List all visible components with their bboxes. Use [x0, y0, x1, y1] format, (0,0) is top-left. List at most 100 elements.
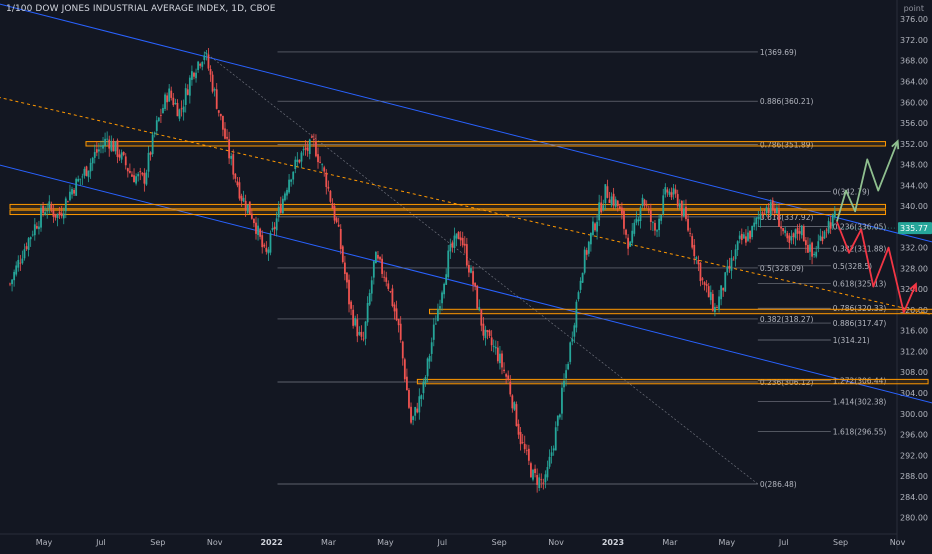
candle-body — [137, 173, 140, 177]
candle-body — [406, 376, 408, 391]
candle-body — [114, 141, 117, 152]
candle-body — [420, 395, 423, 399]
candle-body — [807, 244, 809, 253]
candle-body — [153, 132, 156, 135]
fib-level-label: 0.886(360.21) — [760, 97, 814, 106]
candle-body — [718, 296, 720, 310]
candle-body — [672, 188, 675, 195]
candle-body — [740, 233, 743, 241]
candle-body — [60, 213, 63, 217]
candle-body — [833, 211, 836, 218]
candle-body — [46, 210, 49, 212]
candle-body — [817, 241, 820, 249]
candle-body — [308, 139, 311, 154]
candle-body — [188, 77, 191, 96]
candle-body — [668, 191, 671, 195]
candle-body — [381, 258, 383, 274]
candle-body — [267, 249, 270, 254]
candle-body — [790, 236, 793, 241]
candle-body — [457, 231, 460, 240]
candle-body — [732, 259, 735, 261]
x-tick-label: Sep — [492, 538, 507, 547]
candle-body — [257, 225, 259, 236]
candle-body — [616, 200, 619, 206]
fib-retracement-1: 1(369.69) 0.886(360.21) 0.786(351.89) 0.618… — [277, 48, 814, 489]
candle-body — [348, 279, 350, 305]
y-tick-label: 280.00 — [900, 514, 928, 523]
candle-body — [749, 230, 751, 239]
candle-body — [829, 222, 832, 229]
candle-body — [755, 217, 758, 225]
candle-body — [633, 222, 636, 234]
fib-level-label: 1(314.21) — [833, 336, 870, 345]
candle-body — [410, 406, 412, 423]
candle-body — [164, 94, 166, 109]
candle-body — [232, 154, 235, 175]
candle-body — [499, 353, 501, 364]
candle-body — [647, 208, 650, 210]
x-tick-label: Nov — [548, 538, 564, 547]
candle-body — [85, 166, 88, 176]
candle-body — [476, 285, 479, 309]
price-axis: 280.00 284.00 288.00 292.00 296.00 300.00 304.… — [896, 0, 928, 550]
candle-body — [800, 225, 803, 236]
candle-body — [796, 227, 799, 234]
candle-body — [618, 206, 621, 209]
candle-body — [162, 107, 164, 114]
x-tick-label: Sep — [833, 538, 848, 547]
x-tick-label: Mar — [662, 538, 678, 547]
candle-body — [503, 369, 505, 372]
candle-body — [31, 234, 34, 236]
y-tick-label: 292.00 — [900, 451, 928, 460]
candle-body — [726, 266, 729, 273]
candle-body — [666, 189, 669, 193]
support-resistance-zone — [416, 378, 929, 385]
candle-body — [558, 414, 561, 418]
candle-body — [507, 375, 510, 381]
candle-body — [403, 359, 406, 380]
candle-body — [680, 200, 683, 216]
candle-body — [271, 228, 274, 231]
candle-body — [813, 253, 816, 256]
candle-body — [525, 450, 528, 452]
candle-body — [91, 157, 94, 164]
candle-body — [95, 149, 98, 153]
candle-body — [569, 342, 572, 362]
candle-body — [705, 284, 708, 286]
candle-body — [695, 257, 698, 260]
y-tick-label: 360.00 — [900, 98, 928, 107]
candle-body — [701, 278, 704, 280]
candle-body — [786, 233, 789, 239]
candle-body — [453, 235, 456, 249]
candle-body — [589, 232, 592, 245]
price-scale-unit: point — [903, 4, 924, 13]
candle-body — [465, 244, 468, 266]
candle-body — [354, 318, 357, 326]
candle-body — [703, 282, 706, 285]
candle-body — [575, 301, 578, 328]
fib-level-label: 0.786(351.89) — [760, 140, 814, 149]
candle-body — [389, 291, 392, 292]
candle-body — [823, 231, 826, 239]
candle-body — [290, 179, 293, 182]
candle-body — [149, 152, 152, 155]
fib-level-label: 0.5(328.5) — [833, 262, 872, 271]
candle-body — [623, 210, 625, 229]
candle-body — [145, 172, 148, 185]
candle-body — [75, 178, 78, 196]
candle-body — [244, 200, 247, 210]
x-tick-label: Nov — [890, 538, 906, 547]
candle-body — [794, 229, 797, 239]
candle-body — [205, 52, 208, 55]
fib-level-label: 0.382(331.88) — [833, 244, 887, 253]
candle-body — [368, 293, 371, 305]
candle-body — [699, 262, 702, 282]
candle-body — [102, 145, 104, 149]
candle-body — [430, 342, 433, 354]
candle-body — [352, 309, 355, 326]
candle-body — [87, 170, 90, 178]
candle-body — [639, 207, 642, 221]
candle-body — [385, 277, 388, 282]
